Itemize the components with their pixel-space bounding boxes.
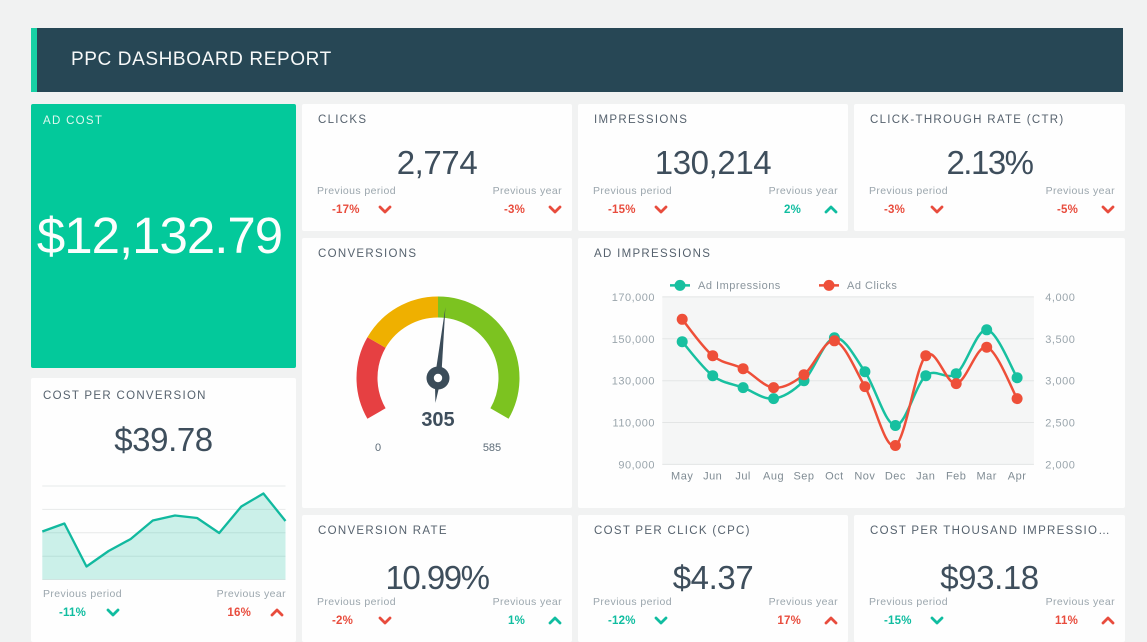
svg-text:90,000: 90,000: [618, 459, 655, 471]
svg-text:Jul: Jul: [735, 471, 751, 483]
svg-text:Ad Impressions: Ad Impressions: [698, 280, 781, 292]
svg-text:Nov: Nov: [854, 471, 875, 483]
svg-text:0: 0: [375, 442, 381, 454]
svg-text:3,000: 3,000: [1045, 376, 1075, 388]
svg-text:Ad Clicks: Ad Clicks: [847, 280, 897, 292]
svg-text:2,000: 2,000: [1045, 459, 1075, 471]
svg-text:2,500: 2,500: [1045, 418, 1075, 430]
svg-text:Mar: Mar: [976, 471, 996, 483]
svg-text:110,000: 110,000: [613, 418, 655, 430]
svg-text:Dec: Dec: [885, 471, 906, 483]
svg-text:585: 585: [483, 442, 501, 454]
svg-text:305: 305: [421, 409, 454, 431]
svg-text:Sep: Sep: [793, 471, 814, 483]
svg-text:4,000: 4,000: [1045, 292, 1075, 304]
svg-text:3,500: 3,500: [1045, 334, 1075, 346]
svg-text:150,000: 150,000: [612, 334, 655, 346]
svg-text:Aug: Aug: [763, 471, 784, 483]
svg-text:Oct: Oct: [825, 471, 844, 483]
svg-text:Feb: Feb: [946, 471, 966, 483]
svg-text:Jun: Jun: [703, 471, 722, 483]
svg-text:May: May: [671, 471, 693, 483]
svg-text:Jan: Jan: [916, 471, 935, 483]
svg-text:Apr: Apr: [1008, 471, 1027, 483]
svg-text:170,000: 170,000: [612, 292, 655, 304]
svg-text:130,000: 130,000: [612, 376, 655, 388]
